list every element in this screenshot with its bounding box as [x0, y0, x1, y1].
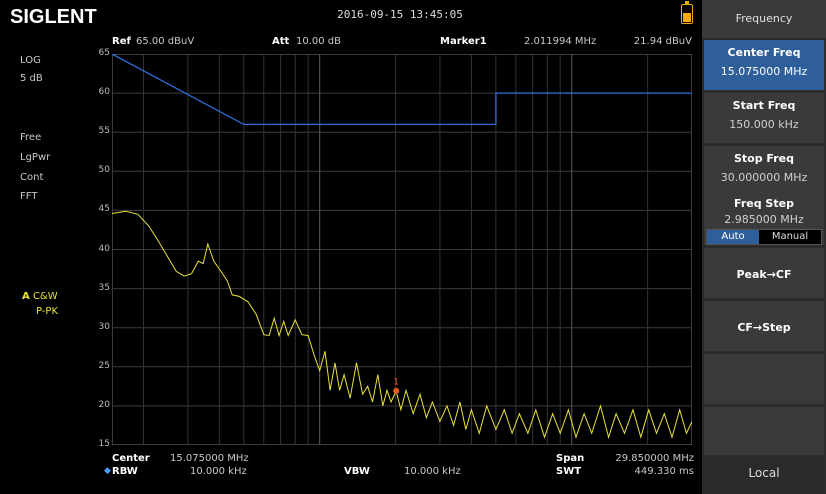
y-tick-label: 45 — [98, 204, 110, 215]
date-time: 2016-09-15 13:45:05 — [337, 8, 463, 21]
y-tick-label: 15 — [98, 439, 110, 449]
trace-detector: P-PK — [36, 306, 59, 317]
swt-value: 449.330 ms — [634, 466, 694, 477]
battery-icon — [681, 1, 693, 24]
vbw-value: 10.000 kHz — [404, 466, 461, 477]
y-tick-label: 35 — [98, 282, 110, 293]
start-freq-button[interactable]: Start Freq 150.000 kHz — [704, 93, 824, 143]
cf-to-step-label: CF→Step — [737, 321, 791, 334]
local-button[interactable]: Local — [704, 458, 824, 494]
center-label: Center — [112, 453, 150, 464]
swt-label: SWT — [556, 466, 582, 477]
ref-value: 65.00 dBuV — [136, 36, 195, 47]
y-tick-label: 65 — [98, 48, 110, 58]
trace-mode: C&W — [32, 291, 58, 302]
y-tick-label: 30 — [98, 321, 110, 332]
center-freq-button[interactable]: Center Freq 15.075000 MHz — [704, 40, 824, 90]
detector: LgPwr — [20, 152, 51, 163]
sweep-type: FFT — [20, 191, 38, 202]
marker-level: 21.94 dBuV — [633, 36, 692, 47]
span-label: Span — [556, 453, 585, 464]
y-tick-label: 50 — [98, 165, 110, 176]
y-tick-label: 20 — [98, 399, 110, 410]
stop-freq-value: 30.000000 MHz — [720, 171, 808, 184]
stop-freq-button[interactable]: Stop Freq 30.000000 MHz — [704, 146, 824, 196]
center-value: 15.075000 MHz — [170, 453, 249, 464]
att-label: Att — [272, 36, 290, 47]
spectrum-plot[interactable]: 1 — [112, 54, 692, 445]
manual-option[interactable]: Manual — [759, 230, 821, 244]
marker-frequency: 2.011994 MHz — [524, 36, 597, 47]
top-status-bar — [0, 0, 702, 30]
y-tick-label: 60 — [98, 87, 110, 98]
trigger-mode: Cont — [20, 172, 44, 183]
freq-step-button[interactable]: Freq Step 2.985000 MHz Auto Manual — [704, 193, 824, 245]
menu-title: Frequency — [702, 0, 826, 38]
start-freq-label: Start Freq — [732, 99, 796, 112]
freq-step-label: Freq Step — [734, 197, 794, 210]
marker-point — [393, 387, 400, 394]
y-tick-label: 40 — [98, 243, 110, 254]
start-freq-value: 150.000 kHz — [729, 118, 799, 131]
y-tick-label: 55 — [98, 126, 110, 137]
trace-line — [112, 210, 692, 440]
trace-indicator: A C&W — [22, 291, 58, 302]
scale-division: 5 dB — [20, 73, 43, 84]
freq-step-mode-toggle[interactable]: Auto Manual — [706, 229, 822, 245]
vbw-label: VBW — [344, 466, 370, 477]
marker-number: 1 — [393, 378, 399, 388]
peak-to-cf-label: Peak→CF — [736, 268, 792, 281]
sweep-mode: Free — [20, 132, 42, 143]
center-freq-value: 15.075000 MHz — [720, 65, 808, 78]
peak-to-cf-button[interactable]: Peak→CF — [704, 248, 824, 298]
y-tick-label: 25 — [98, 360, 110, 371]
brand-logo: SIGLENT — [10, 6, 97, 28]
rbw-value: 10.000 kHz — [190, 466, 247, 477]
att-value: 10.00 dB — [296, 36, 342, 47]
auto-option[interactable]: Auto — [707, 230, 759, 244]
center-freq-label: Center Freq — [727, 46, 801, 59]
cf-to-step-button[interactable]: CF→Step — [704, 301, 824, 351]
marker-label: Marker1 — [440, 36, 487, 47]
empty-softkey-1[interactable] — [704, 354, 824, 404]
scale-type: LOG — [20, 55, 41, 66]
ref-label: Ref — [112, 36, 131, 47]
freq-step-value: 2.985000 MHz — [724, 213, 804, 226]
span-value: 29.850000 MHz — [615, 453, 694, 464]
limit-line — [112, 54, 692, 126]
stop-freq-label: Stop Freq — [733, 152, 794, 165]
trace-letter: A — [22, 291, 30, 302]
rbw-label: RBW — [112, 466, 138, 477]
rbw-indicator-icon: ◆ — [104, 466, 111, 476]
empty-softkey-2[interactable] — [704, 407, 824, 455]
